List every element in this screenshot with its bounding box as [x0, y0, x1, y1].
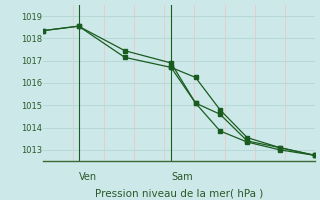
- Text: Ven: Ven: [79, 172, 97, 182]
- Text: Pression niveau de la mer( hPa ): Pression niveau de la mer( hPa ): [95, 188, 263, 198]
- Text: Sam: Sam: [171, 172, 193, 182]
